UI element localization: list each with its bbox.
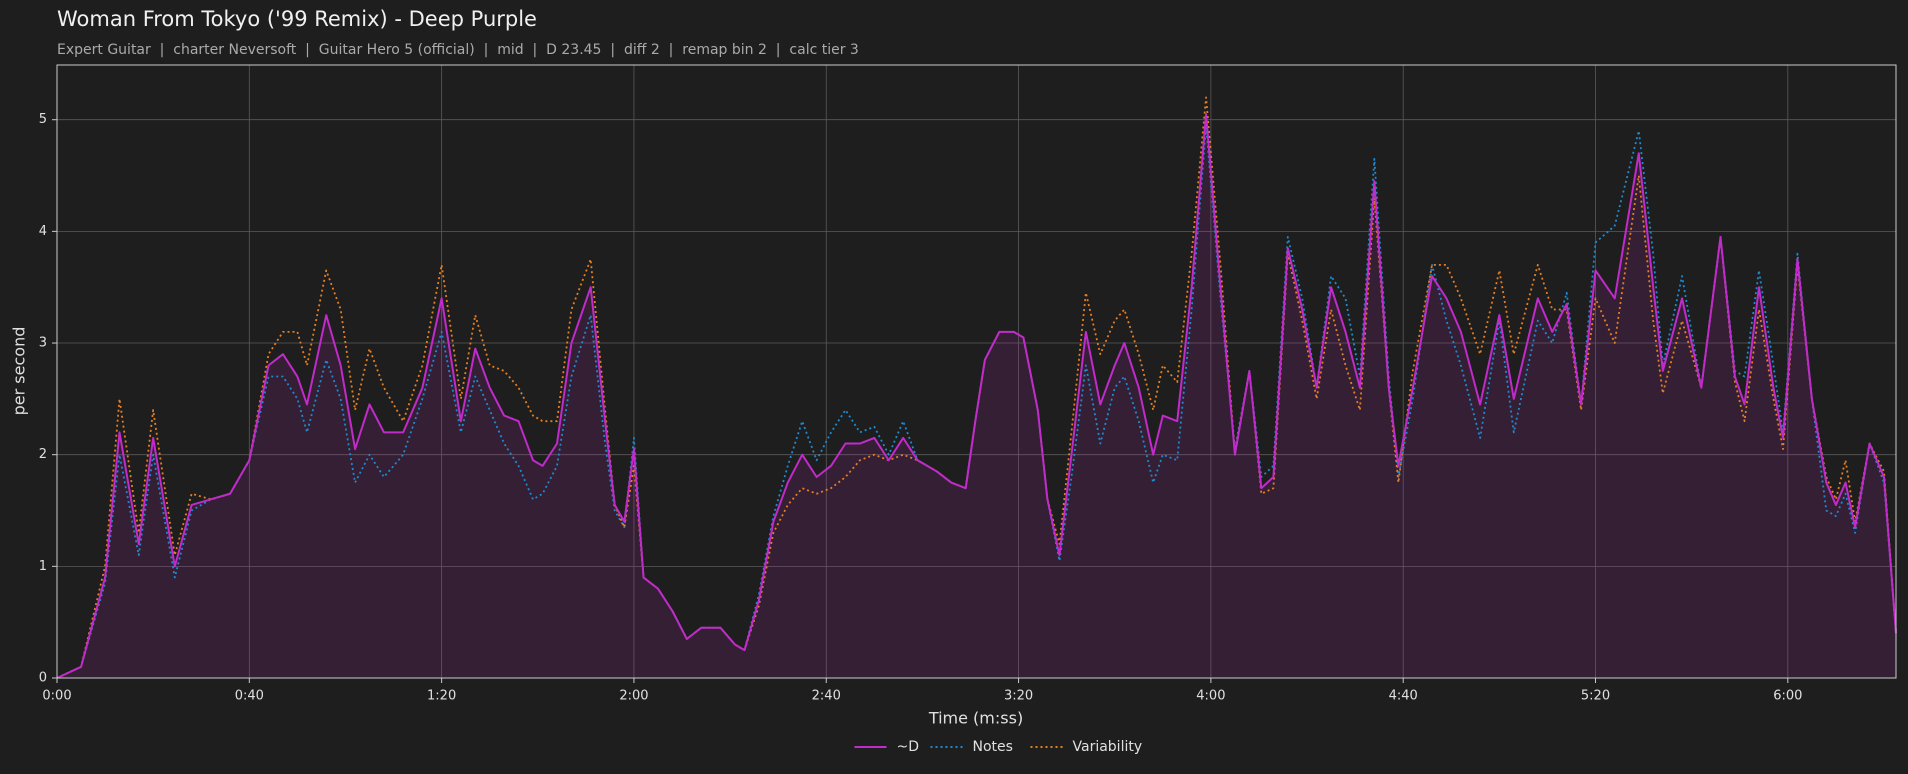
line-series bbox=[56, 96, 1897, 679]
x-tick-label: 3:20 bbox=[1004, 689, 1033, 704]
y-tick-label: 2 bbox=[39, 447, 47, 462]
y-tick-label: 3 bbox=[39, 336, 47, 351]
y-tick-label: 5 bbox=[39, 112, 47, 127]
y-axis-label: per second bbox=[10, 327, 29, 416]
x-tick-label: 1:20 bbox=[427, 689, 456, 704]
y-tick-label: 4 bbox=[39, 224, 47, 239]
x-tick-label: 5:20 bbox=[1581, 689, 1610, 704]
area bbox=[57, 114, 1896, 678]
x-tick-label: 0:00 bbox=[42, 689, 71, 704]
x-tick-label: 2:00 bbox=[619, 689, 648, 704]
legend-label: Variability bbox=[1073, 739, 1143, 755]
legend-label: Notes bbox=[973, 739, 1013, 755]
x-tick-label: 0:40 bbox=[235, 689, 264, 704]
plot-area bbox=[57, 65, 1896, 678]
x-tick-label: 4:40 bbox=[1389, 689, 1418, 704]
x-axis-label: Time (m:ss) bbox=[928, 709, 1023, 728]
chart-title: Woman From Tokyo ('99 Remix) - Deep Purp… bbox=[57, 7, 537, 31]
y-tick-label: 0 bbox=[39, 671, 47, 686]
x-tick-label: 4:00 bbox=[1196, 689, 1225, 704]
x-tick-label: 6:00 bbox=[1773, 689, 1802, 704]
legend: ~D Notes Variability bbox=[854, 739, 1143, 755]
x-tick-label: 2:40 bbox=[812, 689, 841, 704]
line-series bbox=[56, 124, 1897, 679]
y-tick-label: 1 bbox=[39, 559, 47, 574]
chart-subtitle: Expert Guitar | charter Neversoft | Guit… bbox=[57, 42, 859, 58]
line-series bbox=[56, 113, 1897, 679]
plot-frame bbox=[56, 64, 1897, 679]
legend-label: ~D bbox=[897, 739, 920, 755]
